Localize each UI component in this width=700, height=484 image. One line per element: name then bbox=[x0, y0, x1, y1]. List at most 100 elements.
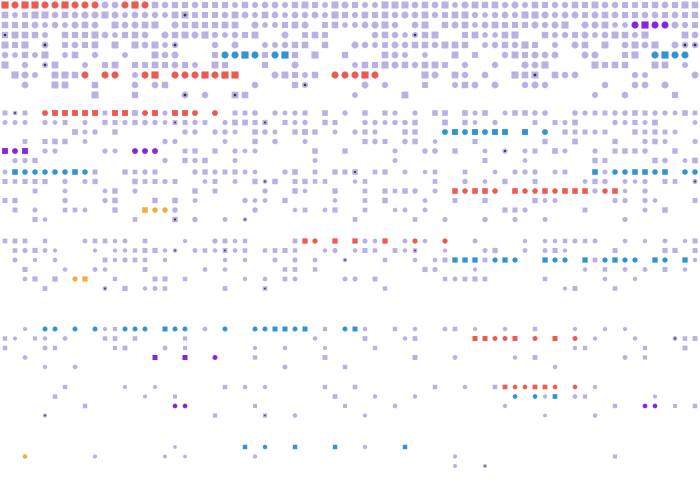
mark bbox=[531, 21, 539, 29]
mark bbox=[581, 21, 589, 29]
mark-red bbox=[1, 1, 9, 9]
mark bbox=[12, 197, 18, 204]
mark-red bbox=[172, 110, 178, 116]
mark-dot bbox=[244, 218, 246, 221]
mark bbox=[12, 52, 18, 58]
mark bbox=[382, 169, 388, 175]
mark bbox=[531, 61, 539, 69]
mark bbox=[402, 238, 408, 244]
mark bbox=[181, 61, 189, 69]
mark bbox=[342, 110, 348, 116]
mark bbox=[322, 2, 328, 8]
mark bbox=[322, 179, 328, 184]
mark bbox=[212, 169, 218, 175]
mark bbox=[341, 1, 349, 9]
mark bbox=[352, 129, 358, 135]
mark bbox=[392, 148, 398, 154]
mark bbox=[311, 51, 319, 59]
mark-blue bbox=[272, 326, 278, 332]
mark bbox=[552, 148, 558, 154]
mark bbox=[251, 1, 259, 9]
mark bbox=[632, 2, 638, 8]
mark bbox=[292, 276, 298, 282]
mark bbox=[692, 257, 698, 263]
mark bbox=[262, 188, 268, 194]
mark bbox=[132, 119, 138, 126]
mark bbox=[261, 11, 269, 19]
mark-red bbox=[572, 384, 578, 390]
mark bbox=[112, 32, 118, 38]
mark bbox=[532, 120, 538, 125]
mark bbox=[402, 188, 408, 194]
mark bbox=[102, 188, 108, 194]
mark-purple bbox=[651, 21, 659, 29]
mark bbox=[571, 71, 579, 79]
mark bbox=[292, 248, 298, 253]
mark bbox=[462, 110, 468, 116]
mark bbox=[51, 61, 59, 69]
mark bbox=[612, 286, 618, 291]
mark bbox=[342, 364, 348, 370]
mark bbox=[452, 2, 458, 8]
mark-red bbox=[81, 1, 89, 9]
mark-blue bbox=[552, 257, 558, 263]
mark bbox=[2, 169, 8, 175]
mark bbox=[82, 139, 88, 144]
mark bbox=[121, 21, 129, 29]
mark bbox=[342, 148, 348, 154]
mark bbox=[71, 51, 79, 59]
mark bbox=[361, 21, 369, 29]
mark bbox=[92, 454, 98, 459]
mark bbox=[2, 238, 8, 244]
mark bbox=[292, 119, 298, 126]
mark bbox=[411, 21, 419, 29]
mark bbox=[642, 238, 648, 244]
mark bbox=[652, 129, 658, 135]
mark-blue bbox=[262, 444, 268, 450]
mark-red bbox=[71, 1, 79, 9]
mark bbox=[91, 21, 99, 29]
mark-dot bbox=[693, 43, 697, 47]
mark bbox=[532, 42, 538, 48]
mark bbox=[542, 138, 548, 145]
mark bbox=[291, 51, 299, 59]
mark-dot bbox=[264, 180, 266, 183]
mark bbox=[482, 32, 488, 38]
mark bbox=[211, 1, 219, 9]
mark bbox=[421, 31, 429, 39]
mark-orange bbox=[152, 207, 158, 213]
mark bbox=[682, 12, 688, 18]
mark bbox=[241, 1, 249, 9]
mark-dot bbox=[173, 43, 177, 47]
mark bbox=[122, 169, 128, 175]
mark bbox=[522, 207, 528, 213]
mark bbox=[531, 1, 539, 9]
mark bbox=[222, 169, 228, 175]
mark bbox=[662, 179, 668, 184]
mark bbox=[543, 413, 547, 418]
mark bbox=[212, 129, 218, 135]
mark bbox=[51, 21, 59, 29]
mark bbox=[241, 11, 249, 19]
mark bbox=[681, 61, 689, 69]
mark bbox=[472, 238, 478, 244]
mark bbox=[302, 188, 308, 194]
mark bbox=[201, 31, 209, 39]
mark bbox=[451, 21, 459, 29]
mark bbox=[602, 276, 608, 282]
mark bbox=[312, 2, 318, 8]
mark bbox=[481, 21, 489, 29]
mark bbox=[372, 169, 378, 175]
mark bbox=[41, 51, 49, 59]
mark bbox=[82, 403, 88, 409]
mark bbox=[342, 22, 348, 28]
mark bbox=[321, 41, 329, 49]
mark bbox=[372, 42, 378, 48]
mark bbox=[301, 21, 309, 29]
mark bbox=[551, 1, 559, 9]
mark bbox=[412, 129, 418, 135]
mark bbox=[251, 31, 259, 39]
mark bbox=[532, 148, 538, 154]
mark bbox=[621, 91, 629, 99]
mark bbox=[362, 138, 368, 145]
